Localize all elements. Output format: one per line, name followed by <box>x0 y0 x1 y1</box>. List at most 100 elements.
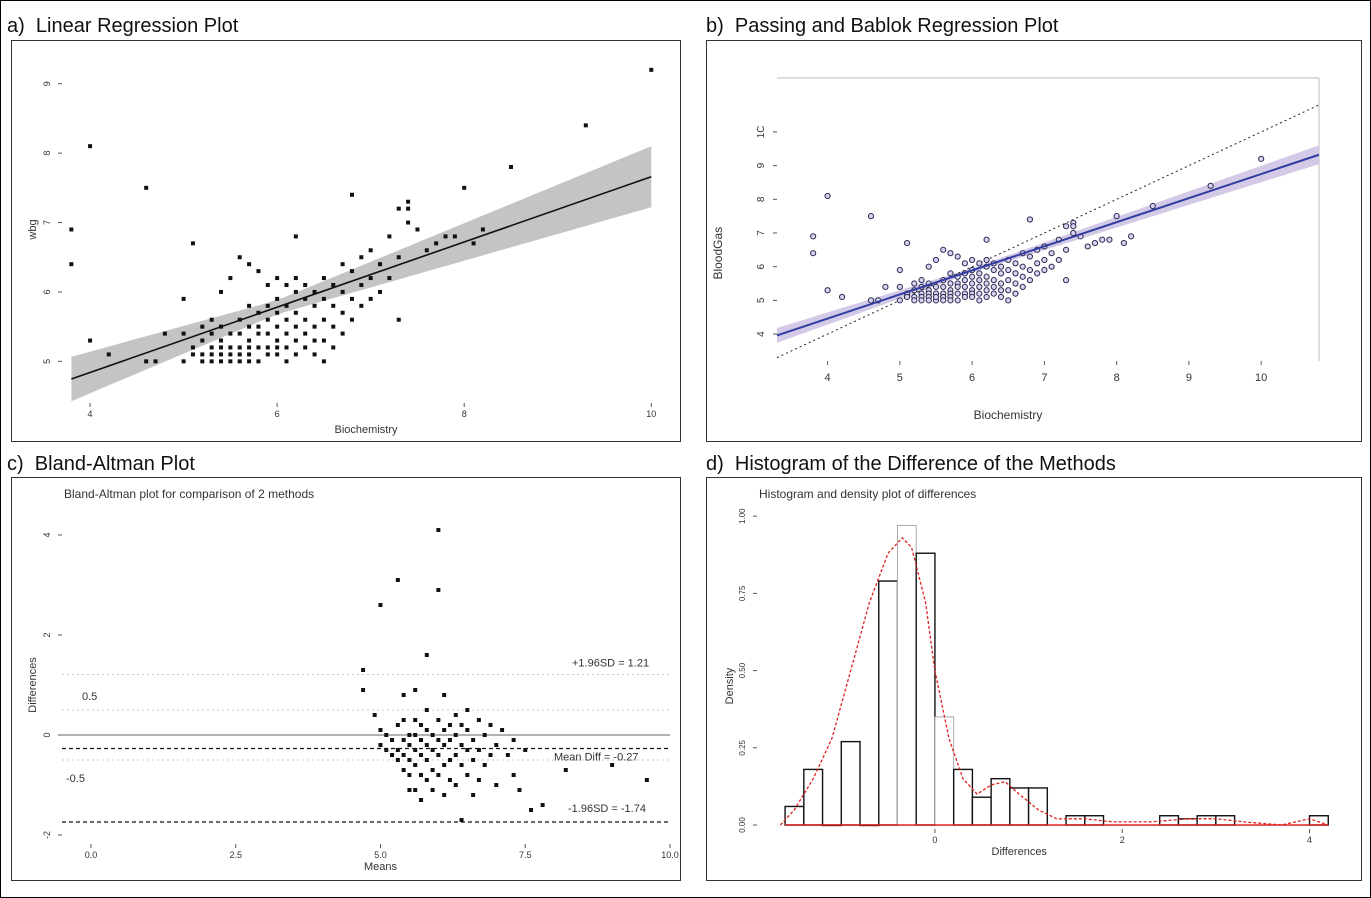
y-tick-label: 6 <box>42 289 52 294</box>
data-point <box>947 270 954 277</box>
data-point <box>997 263 1005 270</box>
data-point <box>1128 233 1135 240</box>
histogram-bar <box>1065 815 1086 826</box>
data-point <box>419 798 424 802</box>
data-point <box>976 277 983 284</box>
data-point <box>1055 256 1062 264</box>
data-point <box>228 352 233 357</box>
data-point <box>434 241 439 246</box>
data-point <box>331 345 336 350</box>
data-point <box>649 67 654 72</box>
data-point <box>407 743 412 747</box>
data-point <box>424 778 429 782</box>
data-point <box>453 713 458 717</box>
data-point <box>256 345 261 350</box>
data-point <box>247 262 252 267</box>
data-point <box>256 324 261 329</box>
data-point <box>1005 277 1012 284</box>
bland-altman-panel: Bland-Altman plot for comparison of 2 me… <box>11 477 681 881</box>
data-point <box>459 743 464 747</box>
data-point <box>372 713 377 717</box>
histogram-panel: Histogram and density plot of difference… <box>706 477 1362 881</box>
data-point <box>810 250 817 257</box>
y-tick-label: 9 <box>42 81 52 86</box>
data-point <box>983 273 990 280</box>
data-point <box>471 793 476 797</box>
data-point <box>476 748 481 752</box>
data-point <box>1026 266 1034 274</box>
x-tick-label: 8 <box>462 409 467 419</box>
data-point <box>200 338 205 343</box>
passing-bablok-chart: 4 5 6 7 8 9 10 4 5 6 7 8 9 1C Biochemistry BloodGas <box>711 77 1320 422</box>
data-point <box>1091 239 1099 247</box>
data-point <box>452 234 457 239</box>
data-point <box>424 758 429 762</box>
y-tick-label: 7 <box>756 230 767 236</box>
data-point <box>413 718 418 722</box>
data-point <box>395 758 400 762</box>
data-point <box>1034 260 1041 267</box>
data-point <box>1041 266 1048 274</box>
confidence-band <box>71 146 652 402</box>
data-point <box>359 255 364 260</box>
data-point <box>407 758 412 762</box>
y-tick-label: 0.00 <box>738 817 747 833</box>
lower-limit-label: -1.96SD = -1.74 <box>568 803 646 815</box>
data-point <box>303 296 308 301</box>
x-tick-label: 5 <box>897 372 903 384</box>
data-point <box>407 733 412 737</box>
data-point <box>237 345 242 350</box>
data-point <box>181 359 186 364</box>
data-point <box>265 283 270 287</box>
data-point <box>476 778 481 782</box>
data-point <box>1120 239 1127 247</box>
data-point <box>442 693 447 697</box>
panel-c-title-text: Bland-Altman Plot <box>34 453 195 475</box>
data-point <box>331 283 336 287</box>
data-point <box>256 269 261 274</box>
data-point <box>349 317 354 322</box>
x-tick-label: 5.0 <box>374 850 387 860</box>
data-point <box>378 743 383 747</box>
data-point <box>969 256 976 264</box>
y-tick-label: 7 <box>42 220 52 225</box>
x-tick-label: 0.0 <box>85 850 98 860</box>
data-point <box>511 773 516 777</box>
linear-regression-chart: 4 6 8 10 5 6 7 8 9 Biochemistry wbg <box>27 67 656 436</box>
data-point <box>415 227 420 232</box>
data-point <box>413 748 418 752</box>
data-point <box>976 290 983 297</box>
data-point <box>406 220 411 225</box>
data-point <box>430 788 435 792</box>
data-point <box>482 763 487 767</box>
data-point <box>436 753 441 757</box>
data-point <box>419 773 424 777</box>
data-point <box>303 283 308 287</box>
data-point <box>983 280 990 287</box>
data-point <box>436 588 441 592</box>
data-point <box>256 310 261 315</box>
data-point <box>918 297 925 304</box>
x-tick-label: 2.5 <box>229 850 242 860</box>
y-axis-label: Differences <box>27 657 39 713</box>
data-point <box>430 748 435 752</box>
data-point <box>488 723 493 727</box>
data-point <box>867 297 875 304</box>
data-point <box>563 768 568 772</box>
data-point <box>1099 236 1106 243</box>
data-point <box>349 269 354 274</box>
y-tick-label: 0.75 <box>738 585 747 601</box>
y-tick-label: 5 <box>42 359 52 364</box>
data-point <box>209 331 214 336</box>
data-point <box>219 338 224 343</box>
data-point <box>144 185 149 190</box>
data-point <box>396 206 401 211</box>
data-point <box>997 293 1005 301</box>
data-point <box>1048 250 1055 257</box>
data-point <box>961 277 968 284</box>
data-point <box>275 338 280 343</box>
y-tick-label: 4 <box>42 532 52 537</box>
data-point <box>401 718 406 722</box>
data-point <box>209 317 214 322</box>
data-point <box>265 345 270 350</box>
